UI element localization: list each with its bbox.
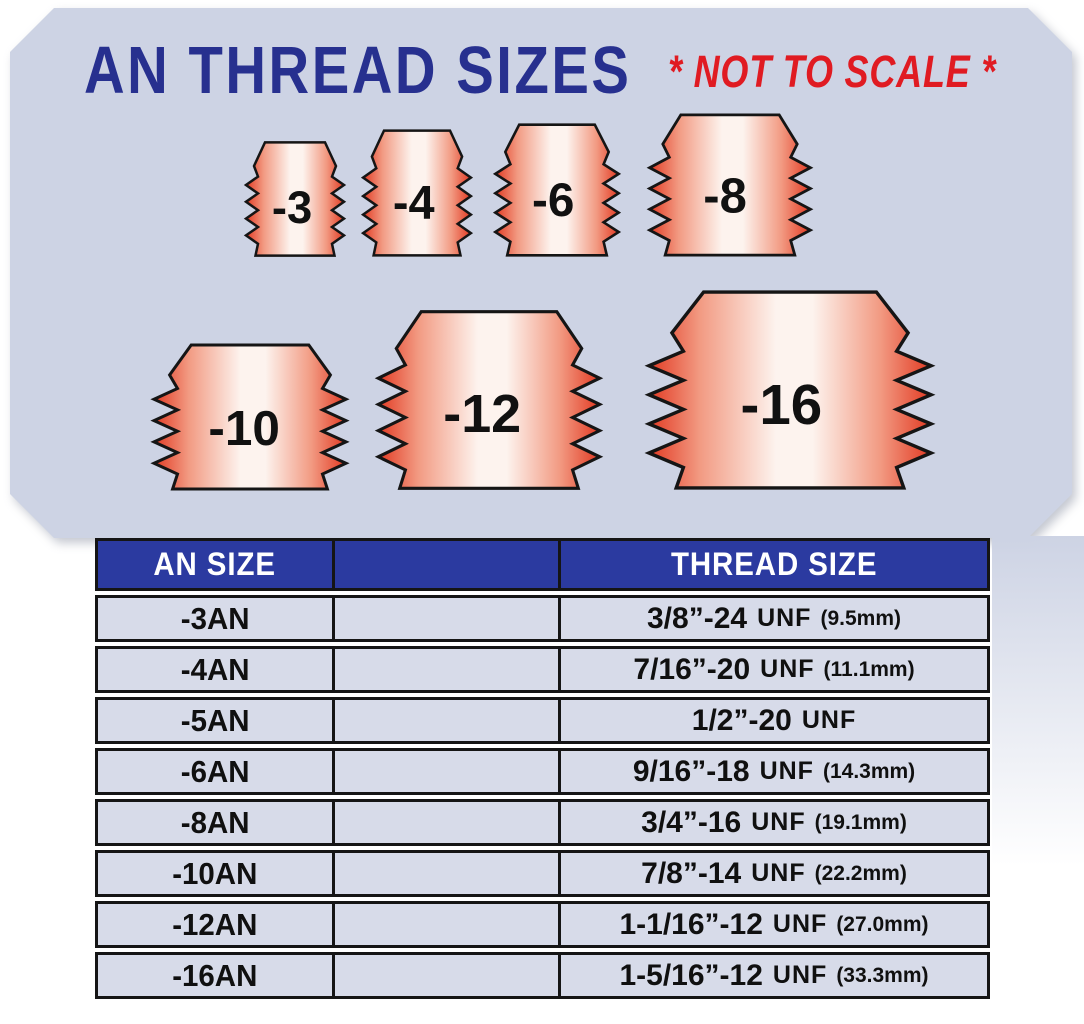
- table-row: -4AN 7/16”-20 UNF (11.1mm): [95, 646, 993, 693]
- an-size-value: -10AN: [172, 855, 258, 891]
- thread-standard: UNF: [760, 655, 815, 683]
- thread-size-cell: 3/4”-16 UNF (19.1mm): [558, 799, 990, 846]
- an-size-value: -8AN: [180, 804, 250, 840]
- header-cell-an-size: AN SIZE: [95, 538, 335, 591]
- header-cell-thread-size: THREAD SIZE: [558, 538, 990, 591]
- thread-standard: UNF: [772, 961, 828, 989]
- spacer-cell: [332, 748, 561, 795]
- an-size-value: -6AN: [180, 753, 250, 789]
- thread-size-value: 1-5/16”-12: [619, 958, 763, 992]
- spacer-cell: [332, 595, 561, 642]
- thread-size-value: 1-1/16”-12: [619, 907, 763, 941]
- table-row: -12AN 1-1/16”-12 UNF (27.0mm): [95, 901, 993, 948]
- an-size-value: -4AN: [180, 651, 250, 687]
- spacer-cell: [332, 799, 561, 846]
- header-label: AN SIZE: [153, 546, 277, 582]
- metric-equivalent: (9.5mm): [820, 606, 901, 630]
- header-label: THREAD SIZE: [670, 546, 878, 582]
- thread-size-value: 3/8”-24: [647, 601, 748, 635]
- thread-size-value: 9/16”-18: [632, 754, 750, 788]
- thread-standard: UNF: [772, 910, 828, 938]
- table-header-row: AN SIZE THREAD SIZE: [95, 538, 993, 591]
- metric-equivalent: (27.0mm): [836, 912, 929, 936]
- background-wash: [992, 536, 1084, 866]
- table-row: -6AN 9/16”-18 UNF (14.3mm): [95, 748, 993, 795]
- thread-size-cell: 1-5/16”-12 UNF (33.3mm): [558, 952, 990, 999]
- thread-size-value: 7/8”-14: [641, 856, 742, 890]
- spacer-cell: [332, 952, 561, 999]
- thread-size-cell: 1-1/16”-12 UNF (27.0mm): [558, 901, 990, 948]
- an-size-cell: -16AN: [95, 952, 335, 999]
- header-cell-empty: [332, 538, 561, 591]
- spacer-cell: [332, 697, 561, 744]
- table-row: -8AN 3/4”-16 UNF (19.1mm): [95, 799, 993, 846]
- metric-equivalent: (11.1mm): [823, 657, 915, 681]
- thread-size-table: AN SIZE THREAD SIZE -3AN 3/8”-24 UNF (9.5mm) -…: [95, 538, 993, 1003]
- thread-size-cell: 3/8”-24 UNF (9.5mm): [558, 595, 990, 642]
- an-size-value: -16AN: [172, 957, 258, 993]
- metric-equivalent: (33.3mm): [836, 963, 929, 987]
- thread-standard: UNF: [757, 604, 812, 632]
- thread-standard: UNF: [751, 808, 806, 836]
- metric-equivalent: (19.1mm): [814, 810, 907, 834]
- an-size-cell: -3AN: [95, 595, 335, 642]
- thread-size-value: 3/4”-16: [641, 805, 742, 839]
- an-size-cell: -12AN: [95, 901, 335, 948]
- an-size-cell: -4AN: [95, 646, 335, 693]
- an-size-value: -5AN: [180, 702, 250, 738]
- table-row: -5AN 1/2”-20 UNF: [95, 697, 993, 744]
- thread-size-value: 1/2”-20: [691, 703, 792, 737]
- metric-equivalent: (14.3mm): [822, 759, 916, 783]
- thread-standard: UNF: [751, 859, 806, 887]
- an-size-cell: -8AN: [95, 799, 335, 846]
- an-size-value: -12AN: [172, 906, 258, 942]
- spacer-cell: [332, 901, 561, 948]
- thread-size-cell: 7/16”-20 UNF (11.1mm): [558, 646, 990, 693]
- thread-size-cell: 1/2”-20 UNF: [558, 697, 990, 744]
- spacer-cell: [332, 646, 561, 693]
- thread-size-value: 7/16”-20: [633, 652, 751, 686]
- thread-standard: UNF: [801, 706, 857, 734]
- page-title: AN THREAD SIZES: [84, 33, 632, 108]
- table-row: -3AN 3/8”-24 UNF (9.5mm): [95, 595, 993, 642]
- an-size-cell: -6AN: [95, 748, 335, 795]
- thread-size-cell: 7/8”-14 UNF (22.2mm): [558, 850, 990, 897]
- thread-standard: UNF: [759, 757, 814, 785]
- not-to-scale-note: * NOT TO SCALE *: [668, 46, 997, 97]
- an-size-value: -3AN: [180, 600, 250, 636]
- thread-size-cell: 9/16”-18 UNF (14.3mm): [558, 748, 990, 795]
- metric-equivalent: (22.2mm): [814, 861, 907, 885]
- an-size-cell: -5AN: [95, 697, 335, 744]
- an-size-cell: -10AN: [95, 850, 335, 897]
- table-row: -10AN 7/8”-14 UNF (22.2mm): [95, 850, 993, 897]
- table-row: -16AN 1-5/16”-12 UNF (33.3mm): [95, 952, 993, 999]
- spacer-cell: [332, 850, 561, 897]
